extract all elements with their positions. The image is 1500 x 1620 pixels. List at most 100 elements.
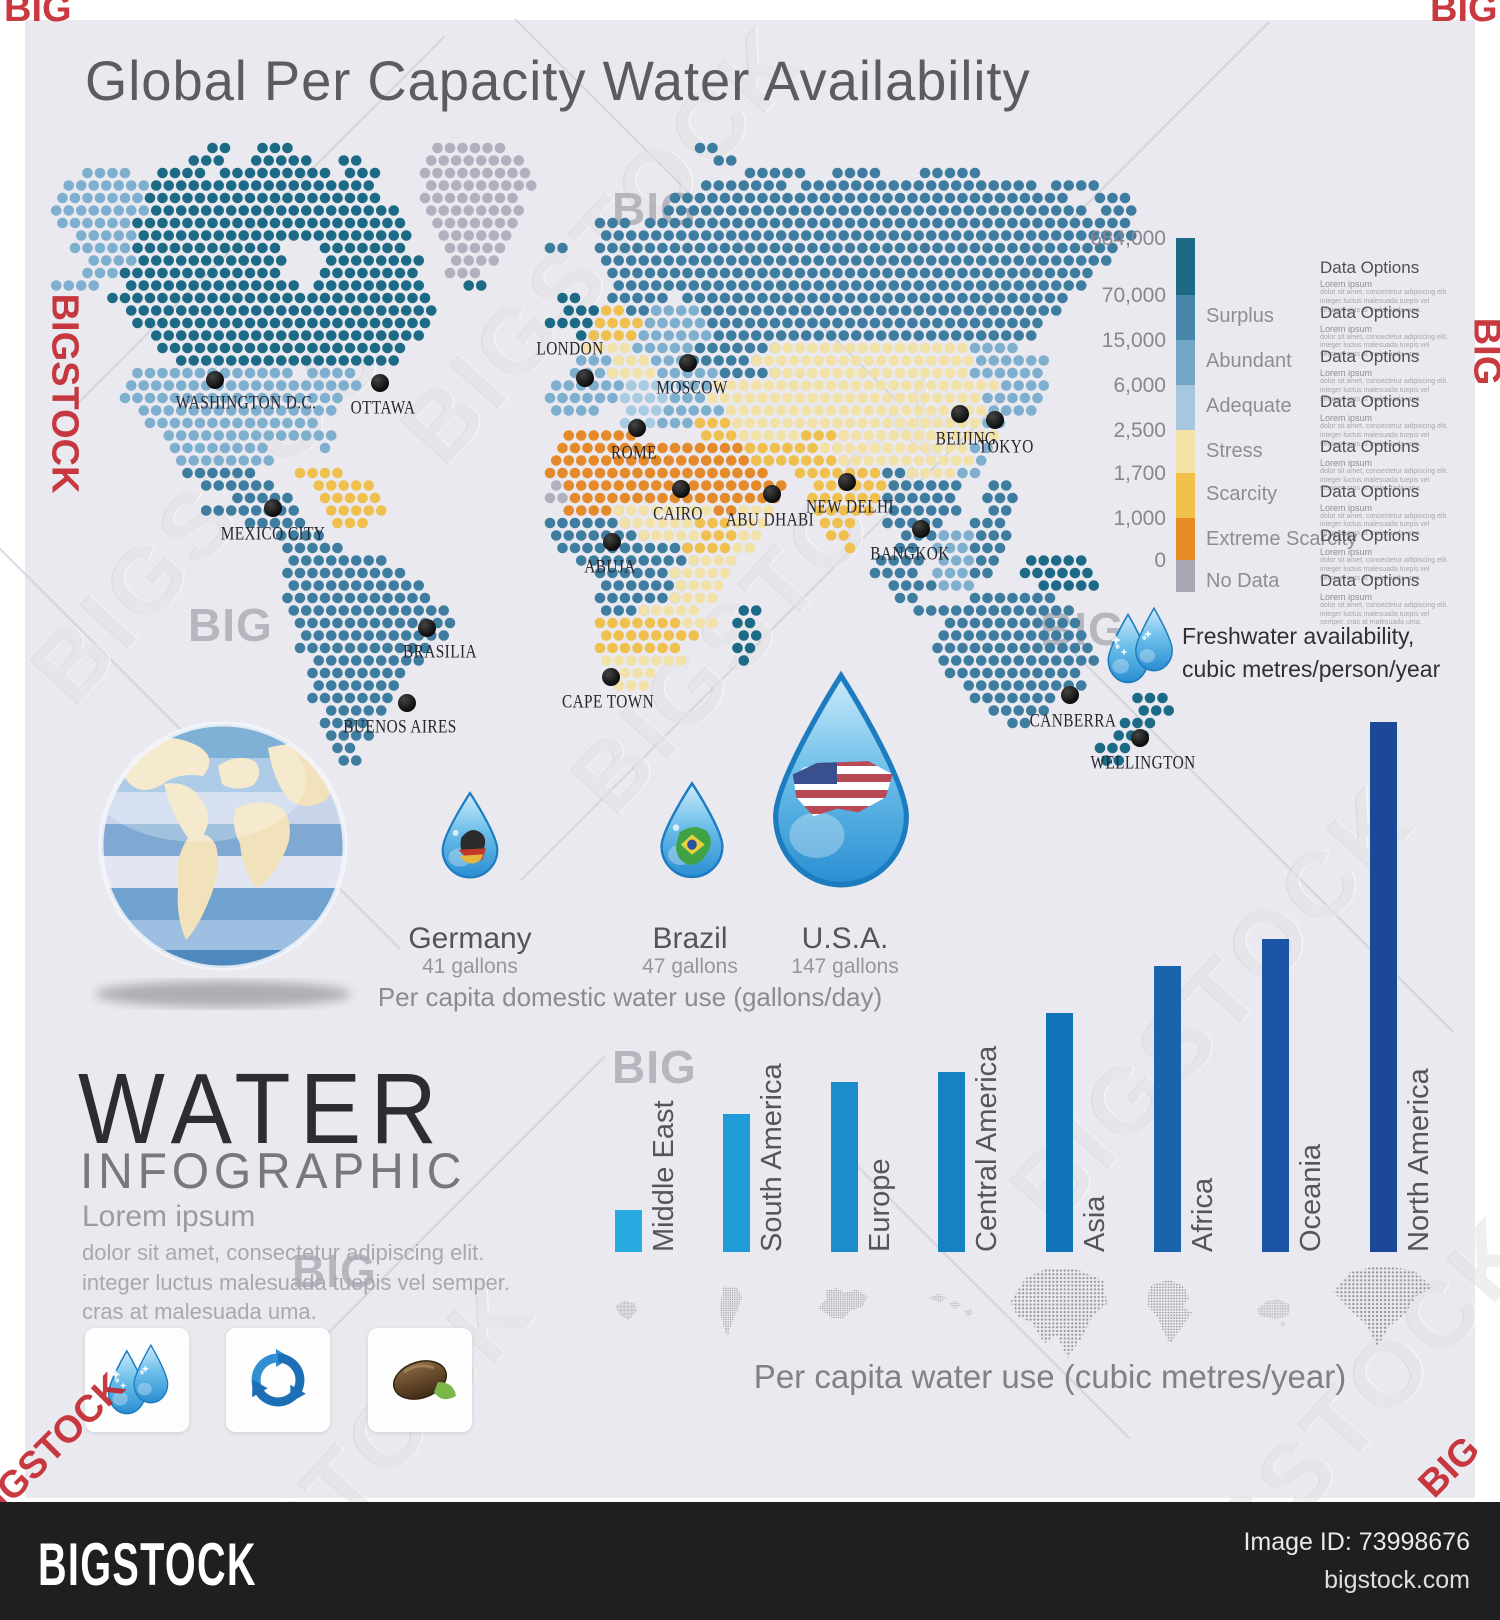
legend-band-surplus: [1176, 295, 1195, 340]
icon-box-recycle: [226, 1328, 330, 1432]
city-label: BANGKOK: [870, 542, 950, 564]
data-options-sub: Lorem ipsum: [1320, 279, 1373, 289]
legend-band-abundant: [1176, 340, 1195, 385]
bar-label: Asia: [1079, 1195, 1111, 1252]
data-options-body: dolor sit amet, consectetur adipiscing e…: [1320, 378, 1449, 403]
freshwater-note-line1: Freshwater availability,: [1182, 623, 1415, 649]
icon-box-water: [85, 1328, 189, 1432]
legend-band-label: Adequate: [1206, 395, 1292, 417]
city-dot-brasilia: [418, 619, 436, 637]
city-dot-bangkok: [912, 520, 930, 538]
data-options-title: Data Options: [1320, 302, 1420, 322]
data-options-body: dolor sit amet, consectetur adipiscing e…: [1320, 423, 1449, 448]
legend-band-surplus-top: [1176, 238, 1195, 295]
bar-north-america: [1370, 722, 1397, 1252]
lead-text: Lorem ipsum: [82, 1200, 256, 1233]
city-dot-tokyo: [986, 411, 1004, 429]
data-options-sub: Lorem ipsum: [1320, 591, 1373, 602]
city-label: LONDON: [536, 337, 604, 359]
data-options-item: Data Options Lorem ipsum dolor sit amet, c…: [1320, 482, 1455, 539]
footer-bar: BIGSTOCK Image ID: 73998676 bigstock.com: [0, 1502, 1500, 1620]
bar-africa: [1154, 966, 1181, 1252]
infographic-subheading: INFOGRAPHIC: [80, 1143, 467, 1199]
data-options-item: Data Options Lorem ipsum dolor sit amet, c…: [1320, 347, 1455, 404]
data-options-sub: Lorem ipsum: [1320, 323, 1373, 334]
bar-asia: [1046, 1013, 1073, 1252]
legend-tick: 6,000: [1113, 374, 1166, 397]
legend-tick: 15,000: [1101, 329, 1166, 352]
bar-label: North America: [1403, 1068, 1435, 1252]
city-label: MOSCOW: [656, 376, 728, 398]
data-options-title: Data Options: [1320, 526, 1420, 546]
watermark-red: BIG: [1430, 0, 1498, 30]
city-label: BUENOS AIRES: [343, 715, 457, 737]
city-dot-mexico-city: [264, 499, 282, 517]
data-options-item: Data Options Lorem ipsum dolor sit amet, c…: [1320, 392, 1455, 449]
data-options-body: dolor sit amet, consectetur adipiscing e…: [1320, 289, 1449, 314]
legend-band-label: Stress: [1206, 440, 1263, 462]
city-dot-ottawa: [371, 374, 389, 392]
watermark-red: BIG: [1465, 317, 1500, 386]
city-label: BEIJING: [935, 427, 997, 449]
data-options-item: Data Options Lorem ipsum dolor sit amet, c…: [1320, 571, 1455, 628]
data-options-body: dolor sit amet, consectetur adipiscing e…: [1320, 601, 1449, 627]
data-options-title: Data Options: [1320, 347, 1420, 367]
city-label: BRASILIA: [403, 640, 477, 662]
globe-illustration: [95, 721, 351, 1007]
city-dot-new-delhi: [838, 473, 856, 491]
city-dot-cairo: [672, 480, 690, 498]
legend-band-adequate: [1176, 385, 1195, 430]
city-dot-buenos-aires: [398, 694, 416, 712]
drop-country-label: Germany: [408, 922, 532, 955]
footer-brand: BIGSTOCK: [38, 1531, 257, 1598]
city-label: ABUJA: [584, 555, 636, 577]
drop-amount-label: 41 gallons: [422, 955, 518, 978]
legend-band-label: Abundant: [1206, 350, 1292, 372]
bar-south-america: [723, 1114, 750, 1252]
data-options-sub: Lorem ipsum: [1320, 457, 1373, 468]
seed-icon: [392, 1360, 456, 1400]
legend-band-label: Scarcity: [1206, 483, 1278, 505]
data-options-item: Data Options Lorem ipsum dolor sit amet, c…: [1320, 258, 1455, 315]
city-label: WASHINGTON D.C.: [175, 391, 317, 413]
bar-label: South America: [756, 1063, 788, 1252]
watermark-text: BIG: [612, 1041, 697, 1093]
city-dot-wellington: [1131, 729, 1149, 747]
legend-tick: 70,000: [1101, 284, 1166, 307]
city-dot-canberra: [1061, 686, 1079, 704]
city-dot-cape-town: [602, 668, 620, 686]
city-label: MEXICO CITY: [220, 522, 326, 544]
bar-label: Europe: [864, 1158, 896, 1252]
bar-label: Middle East: [648, 1100, 680, 1252]
city-dot-abu-dhabi: [763, 485, 781, 503]
legend-band-label: Surplus: [1206, 305, 1274, 327]
data-options-sub: Lorem ipsum: [1320, 547, 1373, 558]
city-label: CANBERRA: [1029, 709, 1117, 731]
bar-europe: [831, 1082, 858, 1252]
bar-middle-east: [615, 1210, 642, 1252]
data-options-title: Data Options: [1320, 258, 1420, 277]
watermark-text: BIG: [292, 1245, 377, 1297]
city-label: OTTAWA: [350, 396, 416, 418]
drop-country-label: U.S.A.: [801, 922, 889, 955]
data-options-sub: Lorem ipsum: [1320, 368, 1373, 379]
data-options-title: Data Options: [1320, 570, 1420, 590]
data-options-body: dolor sit amet, consectetur adipiscing e…: [1320, 557, 1449, 582]
city-label: NEW DELHI: [805, 495, 895, 517]
data-options-body: dolor sit amet, consectetur adipiscing e…: [1320, 512, 1449, 538]
data-options-title: Data Options: [1320, 481, 1420, 501]
legend-band-stress: [1176, 430, 1195, 473]
chart-caption: Per capita water use (cubic metres/year): [753, 1358, 1347, 1395]
data-options-item: Data Options Lorem ipsum dolor sit amet, c…: [1320, 437, 1455, 494]
watermark-red: BIGSTOCK: [43, 293, 86, 494]
page-title: Global Per Capacity Water Availability: [85, 49, 1031, 112]
city-dot-moscow: [679, 354, 697, 372]
bar-central-america: [938, 1072, 965, 1252]
water-heading: WATER: [78, 1053, 446, 1165]
drop-country-label: Brazil: [652, 922, 728, 955]
footer-site-link[interactable]: bigstock.com: [1324, 1566, 1470, 1594]
city-dot-abuja: [603, 533, 621, 551]
data-options-body: dolor sit amet, consectetur adipiscing e…: [1320, 467, 1449, 493]
bar-oceania: [1262, 939, 1289, 1252]
legend-band-label: No Data: [1206, 570, 1280, 592]
